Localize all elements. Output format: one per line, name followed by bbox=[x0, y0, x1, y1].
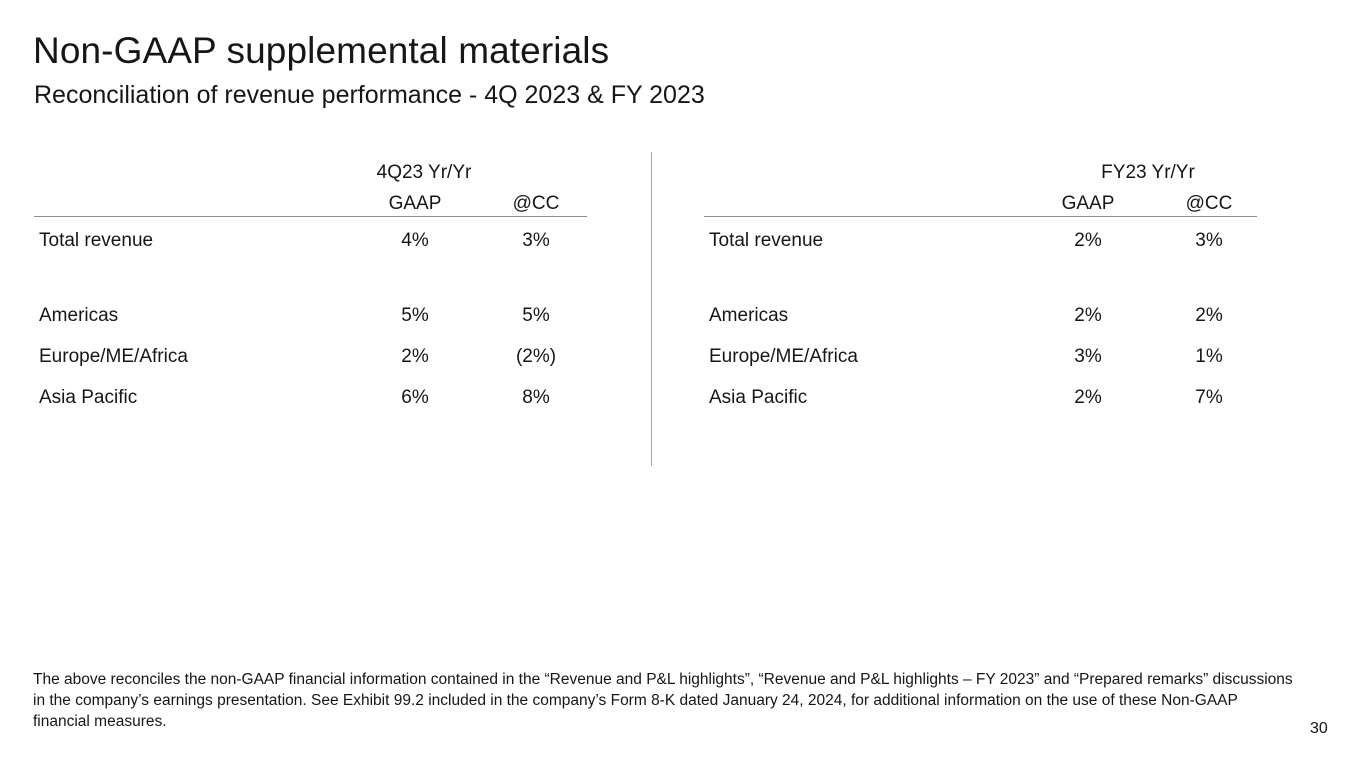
header-rule bbox=[34, 216, 587, 217]
gaap-value: 4% bbox=[401, 230, 429, 251]
gaap-value: 6% bbox=[401, 387, 429, 408]
cc-value: 3% bbox=[522, 230, 550, 251]
table-row: Asia Pacific 2% 7% bbox=[704, 387, 1257, 411]
table-row: Europe/ME/Africa 3% 1% bbox=[704, 346, 1257, 370]
row-label: Asia Pacific bbox=[709, 387, 808, 408]
cc-value: 2% bbox=[1195, 305, 1223, 326]
cc-value: 7% bbox=[1195, 387, 1223, 408]
row-label: Total revenue bbox=[39, 230, 154, 251]
cc-value: 3% bbox=[1195, 230, 1223, 251]
gaap-value: 5% bbox=[401, 305, 429, 326]
gaap-value: 2% bbox=[1074, 305, 1102, 326]
cc-value: 1% bbox=[1195, 346, 1223, 367]
page-title: Non-GAAP supplemental materials bbox=[33, 30, 610, 71]
page-subtitle: Reconciliation of revenue performance - … bbox=[34, 81, 705, 109]
period-header: 4Q23 Yr/Yr bbox=[376, 162, 472, 183]
header-rule bbox=[704, 216, 1257, 217]
cc-value: 8% bbox=[522, 387, 550, 408]
footnote: The above reconciles the non-GAAP financ… bbox=[33, 671, 1293, 730]
gaap-value: 2% bbox=[1074, 230, 1102, 251]
table-row: Total revenue 2% 3% bbox=[704, 230, 1257, 254]
page-number: 30 bbox=[1310, 720, 1328, 737]
table-row: Americas 5% 5% bbox=[34, 305, 587, 329]
table-row: Americas 2% 2% bbox=[704, 305, 1257, 329]
column-header-cc: @CC bbox=[512, 193, 560, 214]
gaap-value: 2% bbox=[401, 346, 429, 367]
row-label: Total revenue bbox=[709, 230, 824, 251]
gaap-value: 3% bbox=[1074, 346, 1102, 367]
column-header-gaap: GAAP bbox=[388, 193, 442, 214]
table-row: Asia Pacific 6% 8% bbox=[34, 387, 587, 411]
gaap-value: 2% bbox=[1074, 387, 1102, 408]
cc-value: (2%) bbox=[515, 346, 557, 367]
vertical-divider bbox=[651, 152, 652, 466]
table-row: Europe/ME/Africa 2% (2%) bbox=[34, 346, 587, 370]
table-row: Total revenue 4% 3% bbox=[34, 230, 587, 254]
row-label: Europe/ME/Africa bbox=[709, 346, 858, 367]
row-label: Asia Pacific bbox=[39, 387, 138, 408]
row-label: Americas bbox=[709, 305, 789, 326]
row-label: Americas bbox=[39, 305, 119, 326]
period-header: FY23 Yr/Yr bbox=[1101, 162, 1195, 183]
column-header-cc: @CC bbox=[1185, 193, 1233, 214]
row-label: Europe/ME/Africa bbox=[39, 346, 188, 367]
column-header-gaap: GAAP bbox=[1061, 193, 1115, 214]
cc-value: 5% bbox=[522, 305, 550, 326]
